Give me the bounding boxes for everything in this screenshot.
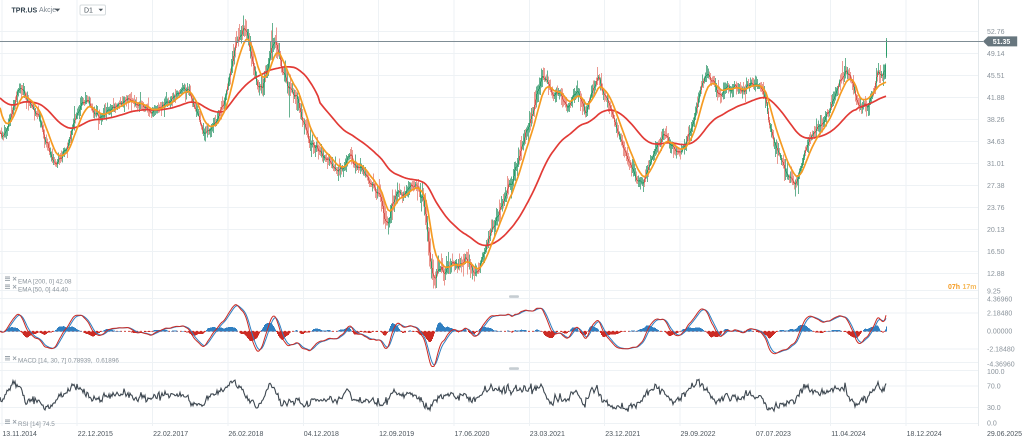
- svg-text:20.13: 20.13: [987, 227, 1005, 234]
- svg-text:29.06.2025: 29.06.2025: [987, 431, 1022, 438]
- svg-text:27.38: 27.38: [987, 183, 1005, 190]
- svg-text:11.04.2024: 11.04.2024: [831, 431, 866, 438]
- svg-text:34.63: 34.63: [987, 139, 1005, 146]
- svg-text:-2.18480: -2.18480: [987, 347, 1015, 354]
- svg-text:38.26: 38.26: [987, 117, 1005, 124]
- svg-text:51.35: 51.35: [993, 39, 1011, 46]
- svg-text:0.00000: 0.00000: [987, 329, 1012, 336]
- svg-text:9.25: 9.25: [987, 288, 1001, 295]
- svg-text:-4.36960: -4.36960: [987, 361, 1015, 368]
- svg-text:TPR.US: TPR.US: [12, 8, 38, 15]
- svg-text:EMA [200, 0] 42.08: EMA [200, 0] 42.08: [18, 278, 72, 285]
- svg-text:2.18480: 2.18480: [987, 311, 1012, 318]
- svg-text:Akcje: Akcje: [39, 7, 56, 14]
- svg-text:23.03.2021: 23.03.2021: [530, 431, 565, 438]
- svg-text:22.12.2015: 22.12.2015: [78, 431, 113, 438]
- svg-text:18.12.2024: 18.12.2024: [907, 431, 942, 438]
- svg-text:100.0: 100.0: [987, 369, 1005, 376]
- svg-text:0.0: 0.0: [987, 421, 997, 428]
- svg-text:22.02.2017: 22.02.2017: [153, 431, 188, 438]
- svg-text:RSI [14] 74.5: RSI [14] 74.5: [18, 421, 55, 428]
- svg-text:17m: 17m: [963, 284, 977, 291]
- svg-text:4.36960: 4.36960: [987, 297, 1012, 304]
- svg-text:EMA [50, 0] 44.40: EMA [50, 0] 44.40: [18, 286, 69, 293]
- svg-text:12.09.2019: 12.09.2019: [379, 431, 414, 438]
- svg-text:23.76: 23.76: [987, 205, 1005, 212]
- svg-text:23.12.2021: 23.12.2021: [605, 431, 640, 438]
- svg-text:26.02.2018: 26.02.2018: [228, 431, 263, 438]
- svg-text:MACD [14, 30, 7] 0.78939, 0.6: MACD [14, 30, 7] 0.78939, 0.61896: [18, 358, 119, 365]
- svg-text:07.07.2023: 07.07.2023: [756, 431, 791, 438]
- svg-text:04.12.2018: 04.12.2018: [304, 431, 339, 438]
- svg-text:13.11.2014: 13.11.2014: [2, 431, 37, 438]
- svg-text:49.14: 49.14: [987, 51, 1005, 58]
- svg-text:31.01: 31.01: [987, 161, 1005, 168]
- svg-text:07h: 07h: [948, 284, 960, 291]
- svg-text:12.88: 12.88: [987, 271, 1005, 278]
- svg-text:16.50: 16.50: [987, 249, 1005, 256]
- svg-text:41.88: 41.88: [987, 95, 1005, 102]
- svg-text:70.0: 70.0: [987, 383, 1001, 390]
- svg-text:29.09.2022: 29.09.2022: [681, 431, 716, 438]
- svg-text:45.51: 45.51: [987, 73, 1005, 80]
- svg-text:D1: D1: [84, 7, 93, 14]
- svg-text:30.0: 30.0: [987, 405, 1001, 412]
- svg-text:52.76: 52.76: [987, 29, 1005, 36]
- svg-text:17.06.2020: 17.06.2020: [455, 431, 490, 438]
